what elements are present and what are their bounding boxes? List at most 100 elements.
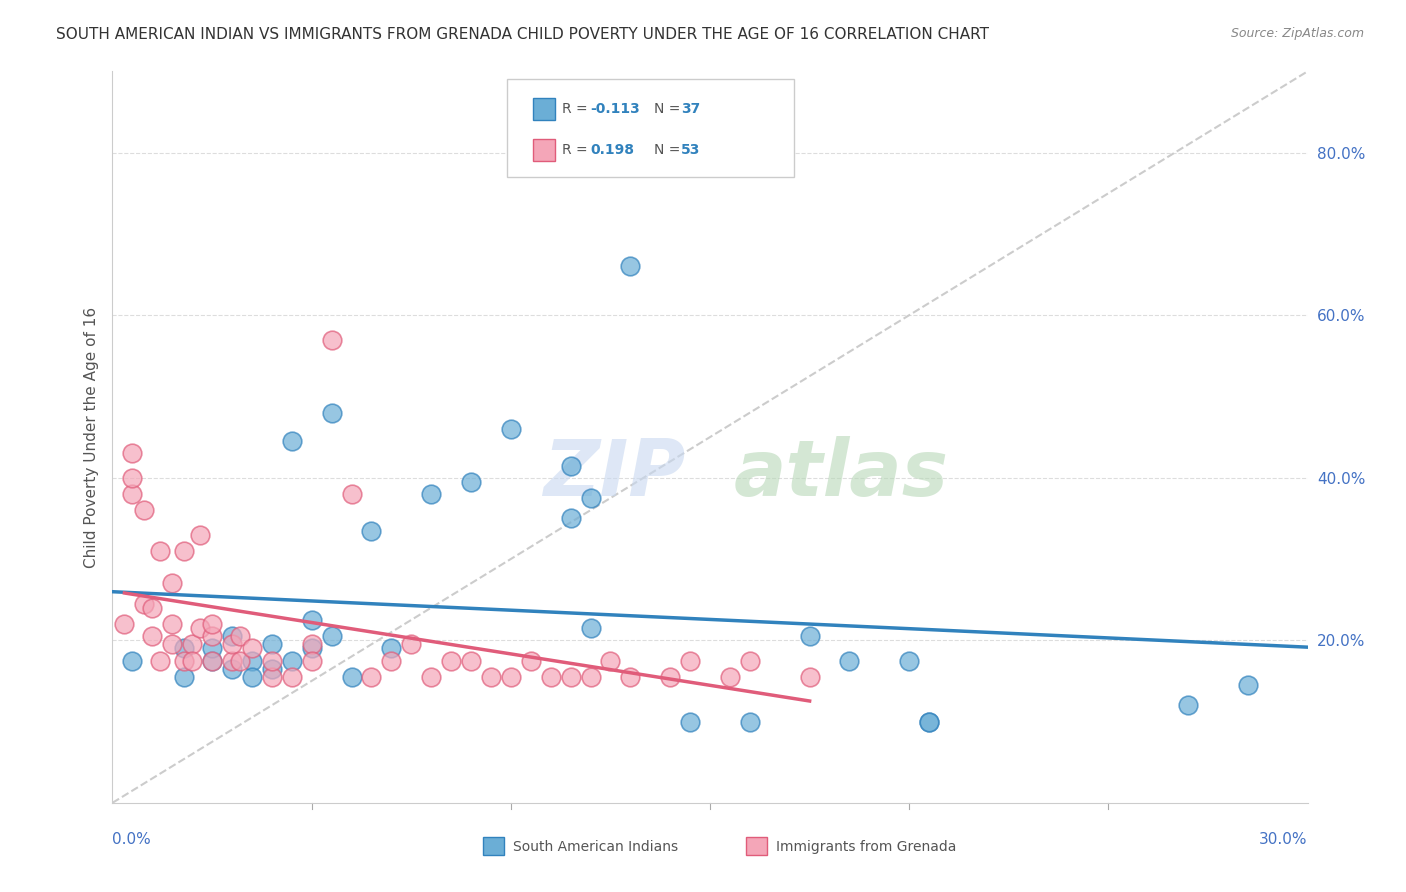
Point [321,629,343,643]
Point [340,487,363,501]
Point [229,654,252,668]
Point [738,714,761,729]
Text: SOUTH AMERICAN INDIAN VS IMMIGRANTS FROM GRENADA CHILD POVERTY UNDER THE AGE OF : SOUTH AMERICAN INDIAN VS IMMIGRANTS FROM… [56,27,990,42]
Point [173,641,195,656]
Point [898,654,921,668]
Point [260,662,283,676]
Point [134,503,156,517]
Text: Immigrants from Grenada: Immigrants from Grenada [776,839,956,854]
Text: ZIP: ZIP [543,435,686,512]
Point [149,544,172,558]
Point [121,471,143,485]
Point [201,654,224,668]
Point [340,670,363,684]
Point [799,670,821,684]
Text: R =: R = [562,143,592,157]
Text: 0.198: 0.198 [591,143,634,157]
Point [301,637,323,651]
Point [173,670,195,684]
Point [360,670,382,684]
Point [188,527,211,541]
Point [260,654,283,668]
Text: South American Indians: South American Indians [513,839,678,854]
Point [918,714,941,729]
Point [679,654,702,668]
Point [201,617,224,632]
Point [260,670,283,684]
Point [121,487,143,501]
Point [281,654,304,668]
Point [181,637,204,651]
Point [440,654,463,668]
Point [579,670,602,684]
Text: -0.113: -0.113 [591,103,640,116]
Point [738,654,761,668]
Text: 37: 37 [682,103,700,116]
Point [149,654,172,668]
Text: R =: R = [562,103,592,116]
Point [1237,678,1260,692]
Point [301,654,323,668]
Point [240,670,263,684]
Point [221,637,243,651]
Point [401,637,423,651]
Point [173,544,195,558]
FancyBboxPatch shape [747,838,768,855]
Point [380,654,402,668]
Point [380,641,402,656]
FancyBboxPatch shape [533,138,554,161]
Point [260,637,283,651]
Point [799,629,821,643]
Text: 0.0%: 0.0% [112,832,152,847]
Point [301,613,323,627]
Point [121,654,143,668]
Point [221,662,243,676]
Point [201,654,224,668]
Point [114,617,135,632]
Point [281,670,304,684]
Point [141,629,163,643]
Point [321,333,343,347]
Point [201,629,224,643]
Point [121,446,143,460]
Point [460,654,482,668]
Point [560,670,582,684]
Point [540,670,562,684]
Point [1177,698,1199,713]
Y-axis label: Child Poverty Under the Age of 16: Child Poverty Under the Age of 16 [83,307,98,567]
Point [679,714,702,729]
Point [460,475,482,489]
Point [221,629,243,643]
Point [499,422,522,436]
Point [579,621,602,635]
Point [141,600,163,615]
Point [162,576,183,591]
Point [360,524,382,538]
Text: 30.0%: 30.0% [1260,832,1308,847]
Point [201,641,224,656]
Point [599,654,621,668]
Text: 53: 53 [682,143,700,157]
Point [240,641,263,656]
FancyBboxPatch shape [484,838,505,855]
Point [134,597,156,611]
Point [560,458,582,473]
Point [240,654,263,668]
Point [281,434,304,449]
Point [420,487,443,501]
Text: Source: ZipAtlas.com: Source: ZipAtlas.com [1230,27,1364,40]
Point [718,670,741,684]
Text: atlas: atlas [734,435,949,512]
Point [838,654,860,668]
Point [162,617,183,632]
Point [301,641,323,656]
Point [173,654,195,668]
Point [321,406,343,420]
Point [188,621,211,635]
Point [420,670,443,684]
Text: N =: N = [654,143,685,157]
Text: N =: N = [654,103,685,116]
FancyBboxPatch shape [533,98,554,120]
Point [221,654,243,668]
Point [181,654,204,668]
